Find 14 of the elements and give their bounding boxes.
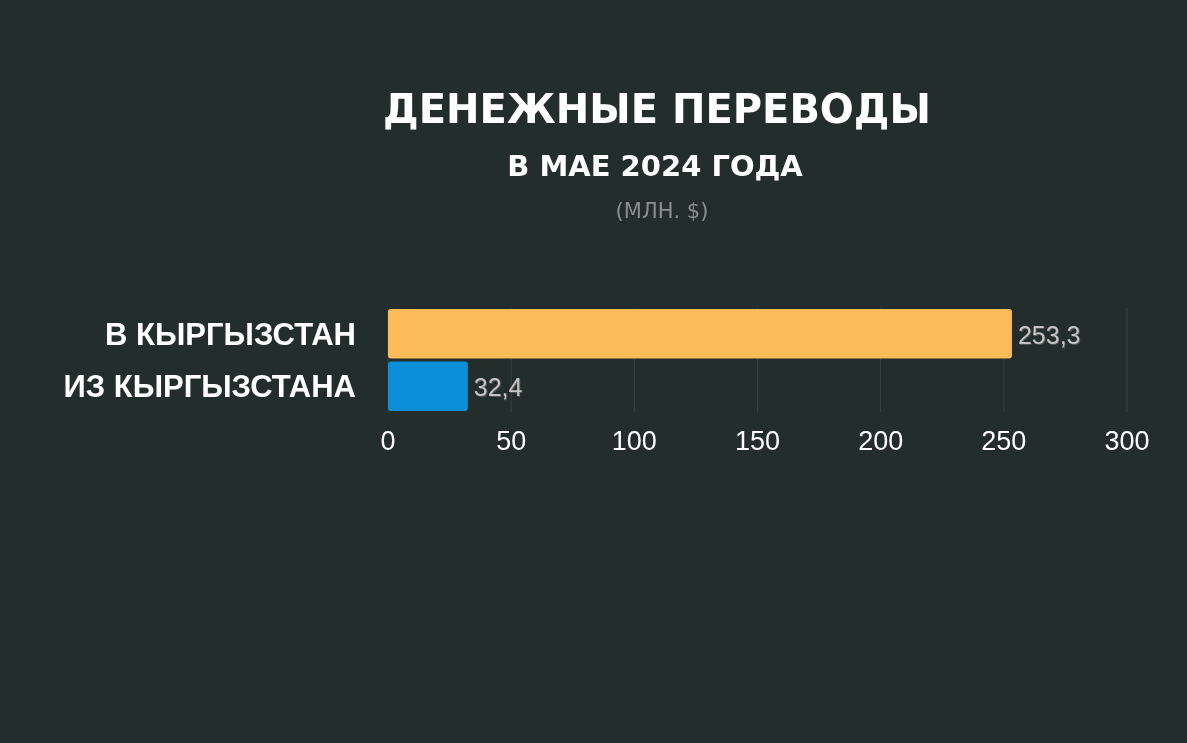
x-tick-label: 0 [380, 426, 396, 456]
x-tick-label: 300 [1104, 426, 1150, 456]
y-tick-label: В КЫРГЫЗСТАН [105, 316, 356, 352]
x-tick-label: 150 [734, 426, 781, 456]
data-label: 253,3 [1017, 320, 1081, 349]
y-tick-label: ИЗ КЫРГЫЗСТАНА [63, 369, 356, 405]
text: (МЛН. $) [615, 199, 709, 223]
chart-subtitle: В МАЕ 2024 ГОДА [507, 149, 804, 183]
x-tick-label: 100 [611, 426, 657, 456]
data-label: 32,4 [473, 373, 523, 402]
x-tick-label: 50 [496, 426, 527, 456]
x-tick-label: 200 [858, 426, 904, 456]
chart-title: ДЕНЕЖНЫЕ ПЕРЕВОДЫ [383, 86, 931, 132]
x-tick-label: 250 [981, 426, 1027, 456]
